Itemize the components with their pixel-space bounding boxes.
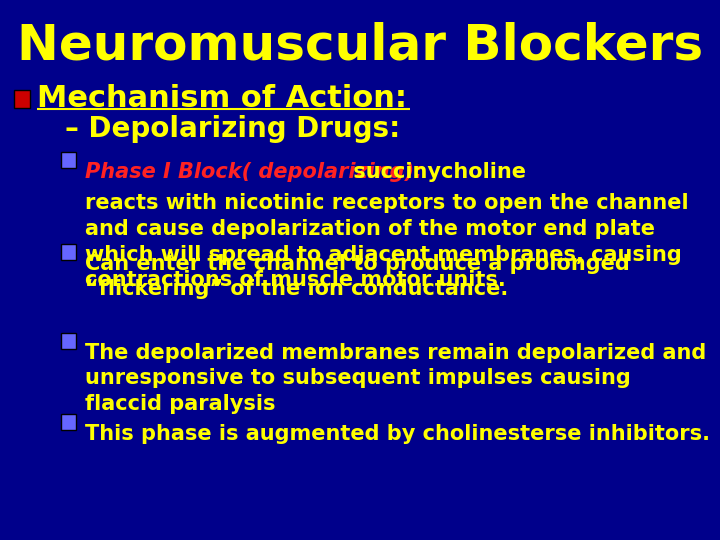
FancyBboxPatch shape [61, 152, 76, 168]
Text: The depolarized membranes remain depolarized and
unresponsive to subsequent impu: The depolarized membranes remain depolar… [85, 343, 706, 414]
FancyBboxPatch shape [61, 414, 76, 430]
Text: Neuromuscular Blockers: Neuromuscular Blockers [17, 22, 703, 70]
Text: Can enter the channel to produce a prolonged
“flickering” of the ion conductance: Can enter the channel to produce a prolo… [85, 254, 630, 299]
Text: succinycholine: succinycholine [346, 162, 526, 182]
Text: This phase is augmented by cholinesterse inhibitors.: This phase is augmented by cholinesterse… [85, 424, 710, 444]
FancyBboxPatch shape [14, 90, 30, 108]
Text: – Depolarizing Drugs:: – Depolarizing Drugs: [65, 114, 400, 143]
FancyBboxPatch shape [61, 244, 76, 260]
FancyBboxPatch shape [61, 333, 76, 349]
Text: Mechanism of Action:: Mechanism of Action: [37, 84, 408, 113]
Text: Phase I Block( depolarizing):: Phase I Block( depolarizing): [85, 162, 423, 182]
Text: reacts with nicotinic receptors to open the channel
and cause depolarization of : reacts with nicotinic receptors to open … [85, 193, 688, 290]
